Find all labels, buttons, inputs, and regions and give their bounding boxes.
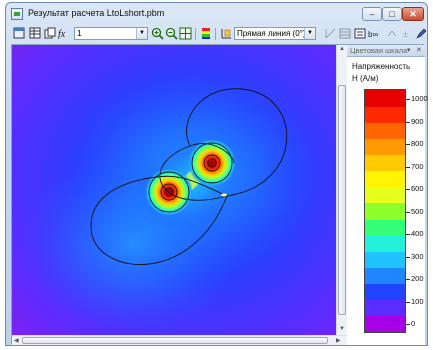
legend-unit: H (A/м) (352, 74, 379, 83)
color-bar-tick-label: 700 (411, 161, 424, 171)
toolbar: fx 1 ▼ Прямая линия (0°) ▼ (10, 26, 426, 42)
svg-text:±: ± (403, 29, 408, 39)
color-bar-tick (405, 301, 410, 303)
copy-icon[interactable] (43, 27, 56, 40)
toolbar-separator (215, 28, 216, 40)
legend-quantity: Напряженность (352, 62, 411, 71)
scroll-down-icon[interactable]: ▼ (339, 326, 345, 332)
panel-title: Цветовая шкала (350, 46, 408, 55)
svg-text:fx: fx (58, 29, 66, 39)
color-bar-tick (405, 121, 410, 123)
vertical-scrollbar[interactable]: ▲ ▼ (336, 45, 347, 335)
color-bar-tick-label: 200 (411, 274, 424, 283)
palette-icon[interactable] (199, 27, 212, 40)
minimize-button[interactable]: – (362, 7, 382, 21)
zoom-in-icon[interactable] (151, 27, 164, 40)
settings-icon[interactable] (353, 27, 366, 40)
toolbar-separator (195, 28, 196, 40)
color-bar-tick-label: 400 (411, 229, 424, 238)
grid-icon[interactable] (338, 27, 351, 40)
panel-header[interactable]: Цветовая шкала ▾ ✕ (347, 45, 425, 57)
color-bar-step (365, 251, 405, 268)
zoom-out-icon[interactable] (165, 27, 178, 40)
color-bar-tick (405, 99, 410, 100)
color-bar-step (365, 138, 405, 156)
close-panel-icon[interactable]: ✕ (416, 47, 422, 54)
line-type-select[interactable]: Прямая линия (0°) ▼ (234, 27, 316, 40)
color-bar-tick (405, 279, 410, 280)
color-scale-panel: Цветовая шкала ▾ ✕ Напряженность H (A/м)… (347, 45, 428, 345)
table-icon[interactable] (28, 27, 41, 40)
app-icon (11, 8, 23, 20)
window-icon[interactable] (12, 27, 25, 40)
color-bar-tick (405, 324, 410, 325)
color-bar-step (365, 90, 405, 107)
color-bar-step (365, 106, 405, 123)
chart-disabled-icon[interactable] (385, 27, 398, 40)
color-bar-step (365, 154, 405, 172)
color-bar-tick-label: 300 (411, 251, 424, 261)
color-bar-tick-label: 900 (411, 116, 424, 126)
color-bar-tick-label: 500 (411, 206, 424, 216)
time-step-select[interactable]: 1 ▼ (74, 27, 148, 40)
color-bar-tick-label: 800 (411, 139, 424, 148)
pin-icon[interactable]: ▾ (407, 47, 411, 54)
window-title: Результат расчета LtoLshort.pbm (28, 8, 165, 18)
color-bar-step (365, 315, 405, 333)
color-bar-step (365, 219, 405, 236)
color-bar-tick-label: 100 (411, 296, 424, 306)
result-view: ▲ ▼ ◀ ▶ Цветовая шкала ▾ ✕ Напряженность… (11, 44, 428, 345)
chevron-down-icon[interactable]: ▼ (304, 28, 315, 39)
color-bar (364, 89, 406, 333)
color-bar-step (365, 283, 405, 301)
result-window: Результат расчета LtoLshort.pbm – □ ✕ fx… (5, 2, 428, 346)
chevron-down-icon[interactable]: ▼ (136, 28, 147, 39)
pen-icon[interactable] (414, 27, 427, 40)
time-step-value: 1 (77, 29, 82, 38)
color-bar-step (365, 186, 405, 204)
maximize-button[interactable]: □ (382, 7, 402, 21)
scroll-right-icon[interactable]: ▶ (336, 338, 341, 344)
chart-icon[interactable]: b∞ (368, 27, 381, 40)
zoom-fit-icon[interactable] (179, 27, 192, 40)
color-bar-tick (405, 166, 410, 168)
color-bar-step (365, 267, 405, 285)
formula-icon[interactable]: fx (58, 27, 71, 40)
scroll-up-icon[interactable]: ▲ (339, 46, 345, 52)
color-bar-tick (405, 189, 410, 190)
close-button[interactable]: ✕ (402, 7, 424, 21)
color-bar-step (365, 299, 405, 317)
line-type-value: Прямая линия (0°) (237, 29, 306, 38)
svg-text:b∞: b∞ (368, 30, 378, 39)
color-bar-tick (405, 144, 410, 145)
line-icon[interactable] (219, 27, 232, 40)
horizontal-scroll-thumb[interactable] (22, 337, 328, 344)
field-plot[interactable] (12, 45, 336, 335)
color-bar-tick-label: 0 (411, 319, 416, 328)
color-bar-tick (405, 234, 410, 235)
color-bar-tick (405, 256, 410, 258)
line-tool-icon[interactable] (323, 27, 336, 40)
vertical-scroll-thumb[interactable] (338, 85, 346, 315)
sign-icon[interactable]: ± (401, 27, 414, 40)
color-bar-tick-label: 1000 (411, 94, 428, 103)
color-bar-tick-label: 600 (411, 184, 424, 193)
color-bar-step (365, 235, 405, 252)
color-bar-step (365, 170, 405, 188)
color-bar-step (365, 202, 405, 220)
scroll-left-icon[interactable]: ◀ (14, 338, 19, 344)
horizontal-scrollbar[interactable]: ◀ ▶ (12, 335, 347, 345)
color-bar-step (365, 122, 405, 139)
title-bar[interactable]: Результат расчета LtoLshort.pbm – □ ✕ (6, 3, 427, 25)
color-bar-tick (405, 211, 410, 213)
